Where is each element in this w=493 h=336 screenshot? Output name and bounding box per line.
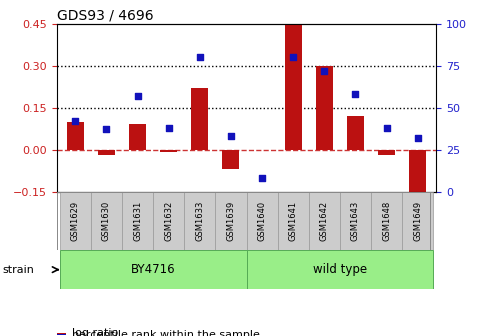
FancyBboxPatch shape <box>371 192 402 250</box>
Text: GSM1632: GSM1632 <box>164 201 173 241</box>
Text: GSM1643: GSM1643 <box>351 201 360 241</box>
FancyBboxPatch shape <box>60 192 91 250</box>
Text: GSM1649: GSM1649 <box>413 201 422 241</box>
Point <box>134 93 141 98</box>
Text: GSM1641: GSM1641 <box>289 201 298 241</box>
FancyBboxPatch shape <box>309 192 340 250</box>
Bar <box>57 333 66 334</box>
FancyBboxPatch shape <box>246 192 278 250</box>
Text: GSM1640: GSM1640 <box>257 201 267 241</box>
Bar <box>160 150 177 152</box>
Bar <box>98 150 115 155</box>
FancyBboxPatch shape <box>278 192 309 250</box>
Bar <box>191 88 209 150</box>
FancyBboxPatch shape <box>153 192 184 250</box>
Text: GSM1630: GSM1630 <box>102 201 111 241</box>
FancyBboxPatch shape <box>246 250 433 289</box>
Point <box>227 133 235 139</box>
Bar <box>67 122 84 150</box>
Text: log ratio: log ratio <box>72 328 118 336</box>
Text: GSM1633: GSM1633 <box>195 201 204 241</box>
Bar <box>284 21 302 150</box>
FancyBboxPatch shape <box>60 250 246 289</box>
Point <box>71 118 79 124</box>
Bar <box>57 334 66 335</box>
Text: GSM1639: GSM1639 <box>226 201 236 241</box>
Point <box>352 91 359 97</box>
FancyBboxPatch shape <box>340 192 371 250</box>
FancyBboxPatch shape <box>91 192 122 250</box>
Point <box>196 54 204 60</box>
Bar <box>409 150 426 206</box>
Bar <box>222 150 240 169</box>
Text: strain: strain <box>2 265 35 275</box>
Text: GSM1629: GSM1629 <box>71 201 80 241</box>
Point <box>320 68 328 73</box>
Bar <box>347 116 364 150</box>
FancyBboxPatch shape <box>402 192 433 250</box>
Point <box>258 175 266 181</box>
Bar <box>129 124 146 150</box>
Point <box>414 135 422 140</box>
Text: GSM1648: GSM1648 <box>382 201 391 241</box>
Bar <box>316 66 333 150</box>
FancyBboxPatch shape <box>122 192 153 250</box>
Text: GSM1642: GSM1642 <box>320 201 329 241</box>
Point <box>103 127 110 132</box>
Text: wild type: wild type <box>313 263 367 276</box>
Point <box>165 125 173 130</box>
Text: BY4716: BY4716 <box>131 263 176 276</box>
Text: percentile rank within the sample: percentile rank within the sample <box>72 330 260 336</box>
FancyBboxPatch shape <box>215 192 246 250</box>
Point <box>383 125 390 130</box>
Bar <box>378 150 395 155</box>
Text: GSM1631: GSM1631 <box>133 201 142 241</box>
FancyBboxPatch shape <box>184 192 215 250</box>
Text: GDS93 / 4696: GDS93 / 4696 <box>57 8 153 23</box>
Point <box>289 54 297 60</box>
